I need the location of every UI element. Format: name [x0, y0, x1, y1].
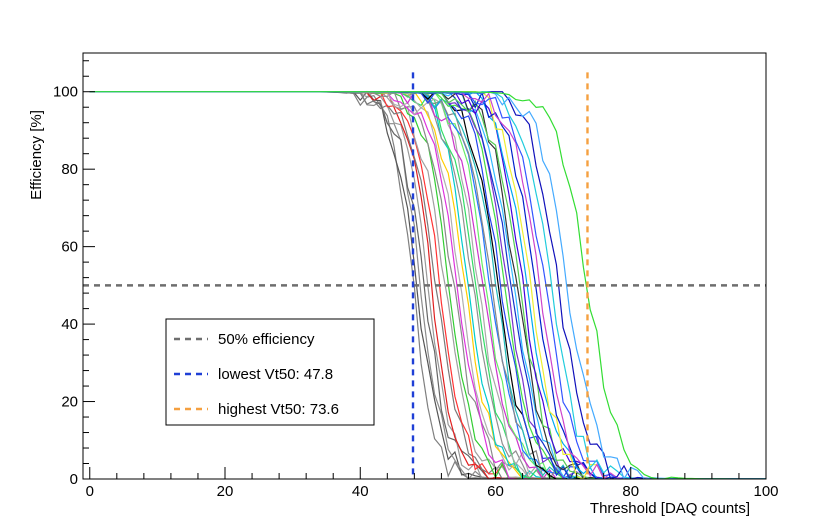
- y-tick-label-100: 100: [53, 84, 78, 101]
- x-axis: 0 20 40 60 80 100: [86, 467, 779, 500]
- legend-label-50pct: 50% efficiency: [218, 331, 315, 348]
- reference-lines: [83, 72, 766, 479]
- x-tick-label-0: 0: [86, 483, 94, 500]
- y-tick-label-0: 0: [70, 471, 78, 488]
- y-axis-title: Efficiency [%]: [28, 110, 45, 200]
- x-axis-title: Threshold [DAQ counts]: [590, 500, 750, 517]
- x-tick-label-20: 20: [217, 483, 234, 500]
- efficiency-curves: [89, 90, 766, 479]
- x-tick-label-60: 60: [487, 483, 504, 500]
- y-tick-label-40: 40: [61, 316, 78, 333]
- y-tick-label-20: 20: [61, 394, 78, 411]
- legend-box: [165, 318, 375, 426]
- legend-label-lowest: lowest Vt50: 47.8: [218, 366, 333, 383]
- y-tick-label-80: 80: [61, 161, 78, 178]
- plot-frame: [82, 52, 767, 480]
- y-tick-label-60: 60: [61, 239, 78, 256]
- efficiency-curve-ch41: [89, 91, 766, 479]
- x-tick-label-40: 40: [352, 483, 369, 500]
- x-tick-label-100: 100: [753, 483, 778, 500]
- x-tick-label-80: 80: [622, 483, 639, 500]
- y-axis: 0 20 40 60 80 100: [53, 60, 95, 488]
- legend-label-highest: highest Vt50: 73.6: [218, 401, 339, 418]
- legend: 50% efficiency lowest Vt50: 47.8 highest…: [165, 318, 375, 426]
